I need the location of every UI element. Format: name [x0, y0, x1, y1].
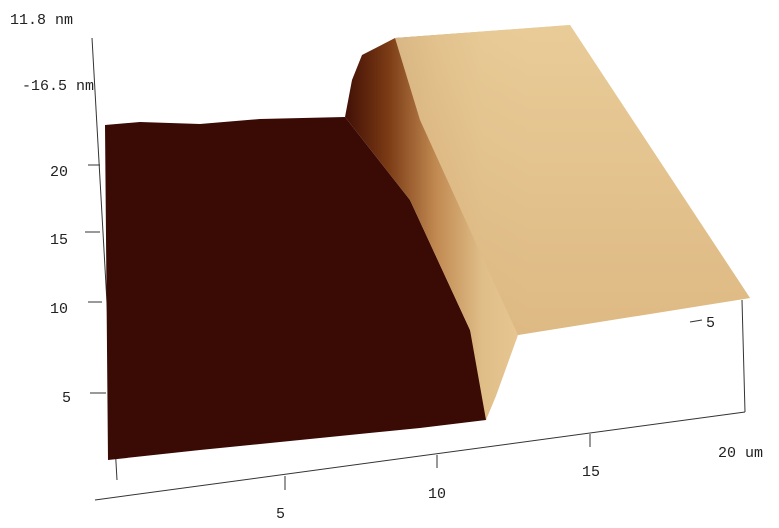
y-tick-label: 20 — [50, 164, 68, 181]
x-axis-line — [94, 411, 746, 501]
y-tick-label: 5 — [62, 390, 71, 407]
y-tick-label: 15 — [50, 232, 68, 249]
right-axis-line — [741, 299, 746, 413]
tick-marks — [85, 164, 703, 490]
x-tick-label: 15 — [582, 464, 600, 481]
lower-terrace — [105, 117, 492, 460]
upper-terrace — [395, 25, 750, 335]
x-tick-label: 10 — [428, 486, 446, 503]
x-tick-label: 5 — [276, 506, 285, 523]
z-max-label: 11.8 nm — [10, 12, 73, 29]
y-tick-label: 10 — [50, 301, 68, 318]
right-tick-label: 5 — [706, 315, 715, 332]
x-tick-label: 20 um — [718, 445, 763, 462]
z-min-label: -16.5 nm — [22, 78, 94, 95]
